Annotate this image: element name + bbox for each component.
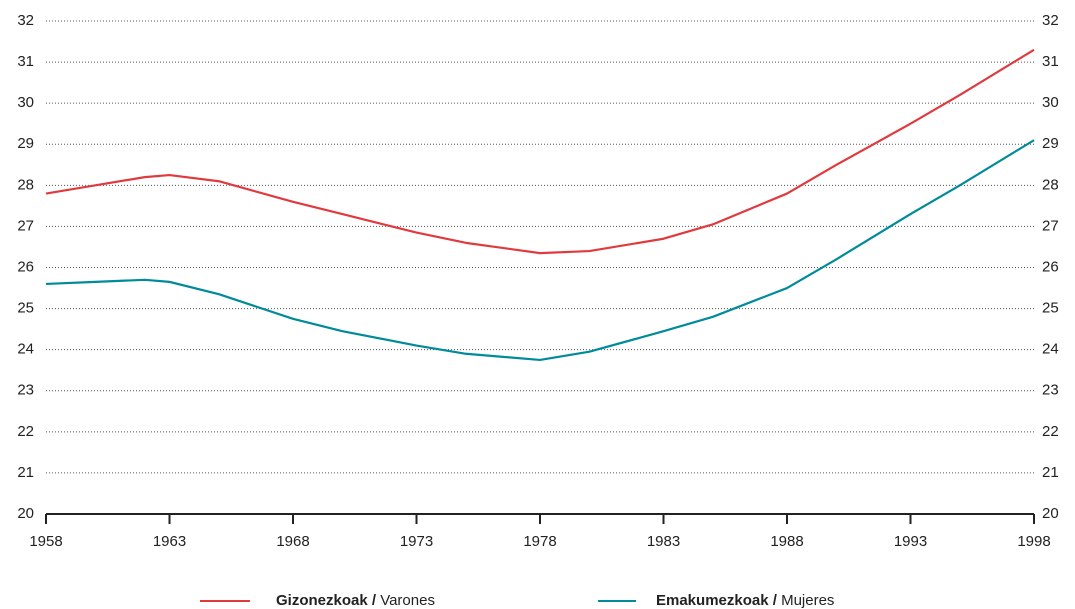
x-tick-label: 1958 <box>29 533 62 550</box>
y-tick-label: 21 <box>17 464 34 481</box>
series-line <box>45 139 1035 362</box>
y2-tick-label: 28 <box>1042 176 1059 193</box>
y2-tick-label: 30 <box>1042 94 1059 111</box>
series-line <box>45 48 1035 255</box>
x-tick-label: 1993 <box>894 533 927 550</box>
y2-tick-label: 20 <box>1042 505 1059 522</box>
y2-tick-label: 25 <box>1042 300 1059 317</box>
y-tick-label: 25 <box>17 300 34 317</box>
legend-label-bold: Emakumezkoak / <box>656 592 778 609</box>
y2-tick-label: 27 <box>1042 217 1059 234</box>
y2-tick-label: 32 <box>1042 12 1059 29</box>
y2-tick-label: 23 <box>1042 382 1059 399</box>
legend-label-rest: Mujeres <box>777 592 835 609</box>
y2-tick-label: 26 <box>1042 258 1059 275</box>
x-tick-label: 1988 <box>770 533 803 550</box>
y-tick-label: 29 <box>17 135 34 152</box>
legend-label: Emakumezkoak / Mujeres <box>656 592 834 609</box>
x-tick-label: 1963 <box>153 533 186 550</box>
y2-tick-label: 22 <box>1042 423 1059 440</box>
legend-label: Gizonezkoak / Varones <box>276 592 435 609</box>
y-tick-label: 20 <box>17 505 34 522</box>
y2-tick-label: 24 <box>1042 341 1059 358</box>
legend-label-bold: Gizonezkoak / <box>276 592 377 609</box>
legend-label-rest: Varones <box>376 592 435 609</box>
y-tick-label: 31 <box>17 53 34 70</box>
y-tick-label: 27 <box>17 217 34 234</box>
y-tick-label: 22 <box>17 423 34 440</box>
y2-tick-label: 31 <box>1042 53 1059 70</box>
y-tick-label: 30 <box>17 94 34 111</box>
x-tick-label: 1973 <box>400 533 433 550</box>
y2-tick-label: 21 <box>1042 464 1059 481</box>
x-tick-label: 1983 <box>647 533 680 550</box>
x-tick-label: 1998 <box>1017 533 1050 550</box>
y-tick-label: 32 <box>17 12 34 29</box>
y-tick-label: 28 <box>17 176 34 193</box>
y-tick-label: 24 <box>17 341 34 358</box>
x-tick-label: 1968 <box>276 533 309 550</box>
x-tick-label: 1978 <box>523 533 556 550</box>
y2-tick-label: 29 <box>1042 135 1059 152</box>
y-tick-label: 26 <box>17 258 34 275</box>
y-tick-label: 23 <box>17 382 34 399</box>
